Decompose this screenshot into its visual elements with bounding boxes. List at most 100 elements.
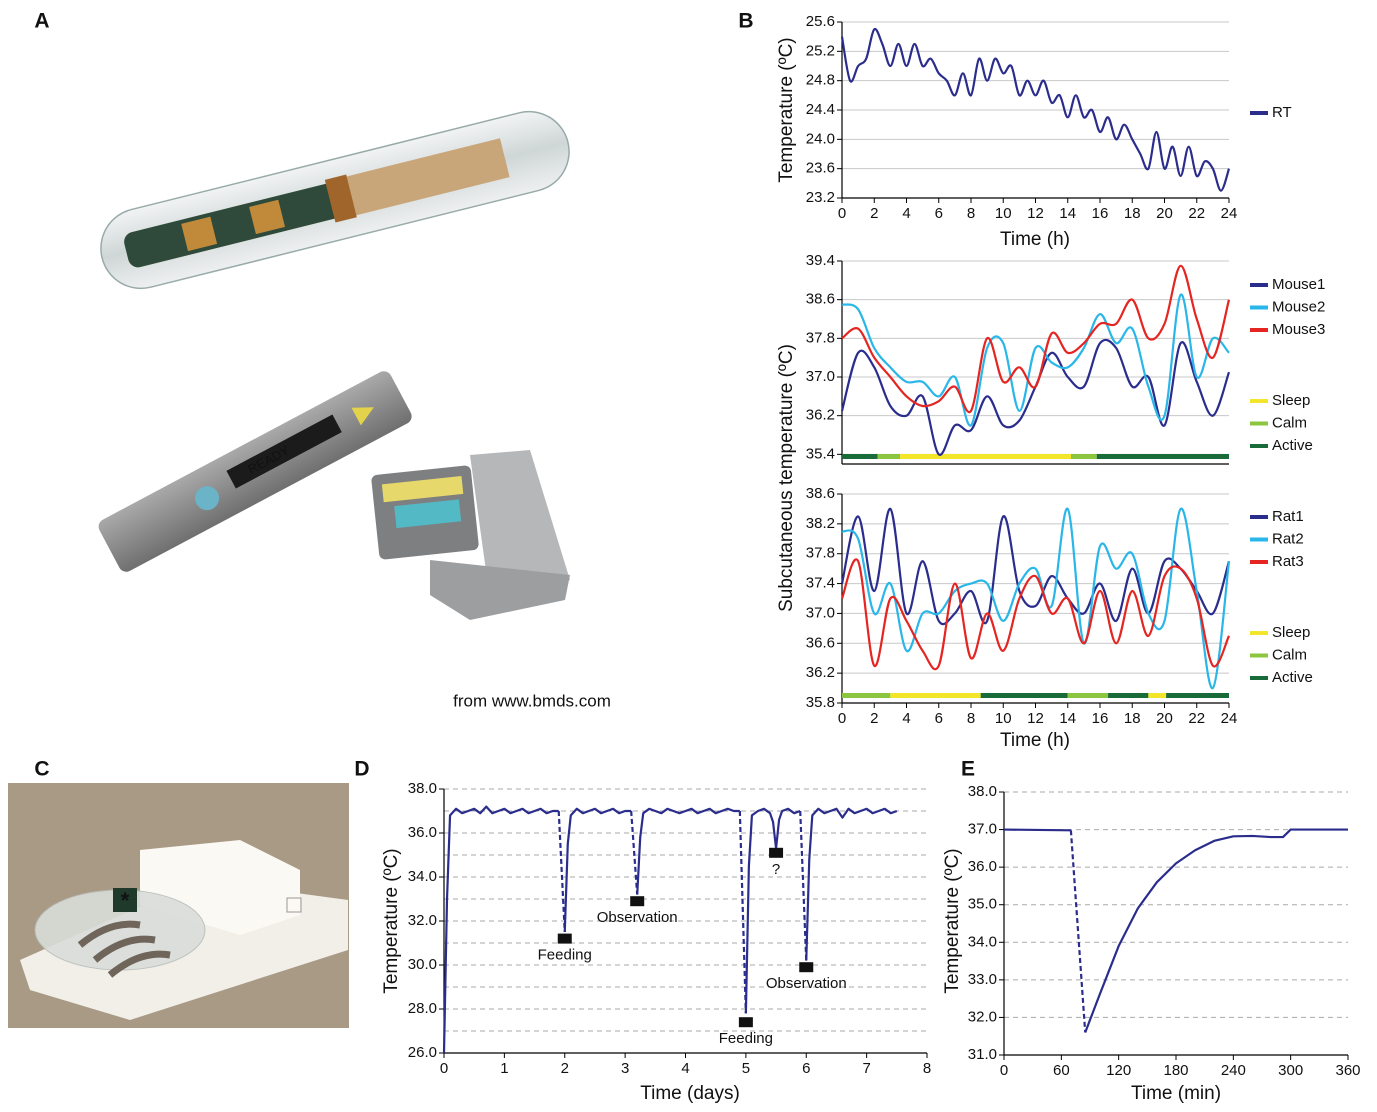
x-tick-label: 2 [870,710,878,727]
x-tick-label: 24 [1221,710,1238,727]
annotation-marker [769,847,784,858]
state-segment [842,454,878,459]
y-tick-label: 37.4 [806,575,835,592]
x-tick-label: 22 [1188,710,1205,727]
x-tick-label: 2 [561,1060,569,1077]
y-tick-label: 28.0 [408,1000,437,1017]
y-tick-label: 31.0 [968,1046,997,1063]
x-tick-label: 7 [862,1060,870,1077]
x-tick-label: 0 [838,710,846,727]
x-tick-label: 0 [838,205,846,222]
y-axis-label: Temperature (ºC) [381,848,402,993]
line-series [840,507,1231,626]
legend-label: Active [1272,669,1313,686]
legend-label: Mouse1 [1272,276,1325,293]
state-segment [980,693,1068,698]
y-tick-label: 32.0 [968,1008,997,1025]
y-tick-label: 32.0 [408,912,437,929]
x-tick-label: 0 [440,1060,448,1077]
y-tick-label: 38.6 [806,291,835,308]
y-tick-label: 38.6 [806,485,835,502]
y-tick-label: 36.0 [408,824,437,841]
annotation-marker [799,962,814,973]
annotation-label: Feeding [719,1030,773,1047]
y-tick-label: 35.0 [968,896,997,913]
legend-label: Calm [1272,646,1307,663]
x-tick-label: 8 [923,1060,931,1077]
y-tick-label: 38.2 [806,515,835,532]
x-tick-label: 240 [1221,1062,1246,1079]
x-tick-label: 300 [1278,1062,1303,1079]
photo: * [8,783,349,1028]
x-tick-label: 10 [995,710,1012,727]
credit: from www.bmds.com [453,691,611,710]
x-tick-label: 12 [1027,205,1044,222]
annotation-marker [557,933,572,944]
y-axis-label: Subcutaneous temperature (ºC) [776,344,797,612]
y-tick-label: 24.0 [806,130,835,147]
y-tick-label: 34.0 [408,868,437,885]
line-series [442,805,898,1054]
y-tick-label: 37.0 [806,604,835,621]
line-series [1069,830,1087,1033]
photo-asterisk: * [121,888,130,913]
y-tick-label: 37.8 [806,329,835,346]
line-series [840,558,1231,671]
state-segment [1108,693,1149,698]
legend-label: Rat1 [1272,508,1304,525]
y-tick-label: 24.8 [806,72,835,89]
y-tick-label: 34.0 [968,933,997,950]
state-segment [1067,693,1109,698]
y-tick-label: 30.0 [408,956,437,973]
panel-label: C [34,758,49,781]
x-tick-label: 20 [1156,205,1173,222]
y-tick-label: 36.2 [806,664,835,681]
state-segment [900,454,1071,459]
x-tick-label: 120 [1106,1062,1131,1079]
y-tick-label: 24.4 [806,101,835,118]
y-tick-label: 38.0 [408,780,437,797]
state-segment [842,693,891,698]
y-tick-label: 23.6 [806,160,835,177]
x-tick-label: 6 [935,710,943,727]
y-tick-label: 37.0 [806,368,835,385]
legend-label: Sleep [1272,624,1310,641]
x-axis-label: Time (h) [1000,229,1070,250]
x-tick-label: 8 [967,710,975,727]
line-series [841,264,1231,414]
annotation-marker [630,896,645,907]
x-axis-label: Time (h) [1000,730,1070,751]
x-tick-label: 14 [1059,710,1076,727]
annotation-label: Feeding [538,947,592,964]
x-tick-label: 4 [681,1060,689,1077]
x-tick-label: 6 [935,205,943,222]
y-tick-label: 25.6 [806,13,835,30]
x-tick-label: 10 [995,205,1012,222]
line-series [841,293,1230,427]
y-tick-label: 35.8 [806,694,835,711]
x-tick-label: 0 [1000,1062,1008,1079]
y-tick-label: 37.8 [806,545,835,562]
y-tick-label: 38.0 [968,783,997,800]
y-tick-label: 36.2 [806,407,835,424]
panel-label: D [354,758,369,781]
x-axis-label: Time (days) [640,1083,740,1104]
state-segment [1096,454,1229,459]
legend-label: Mouse2 [1272,298,1325,315]
x-tick-label: 20 [1156,710,1173,727]
line-series [840,27,1231,192]
panel-label: B [738,10,753,33]
x-tick-label: 6 [802,1060,810,1077]
x-tick-label: 1 [500,1060,508,1077]
device-illustration: READY [98,110,570,620]
legend-label: Rat2 [1272,530,1304,547]
line-series [557,810,808,1014]
x-tick-label: 8 [967,205,975,222]
y-tick-label: 25.2 [806,42,835,59]
y-tick-label: 33.0 [968,971,997,988]
x-tick-label: 60 [1053,1062,1070,1079]
x-tick-label: 4 [902,710,910,727]
y-tick-label: 23.2 [806,189,835,206]
line-series [841,507,1231,690]
